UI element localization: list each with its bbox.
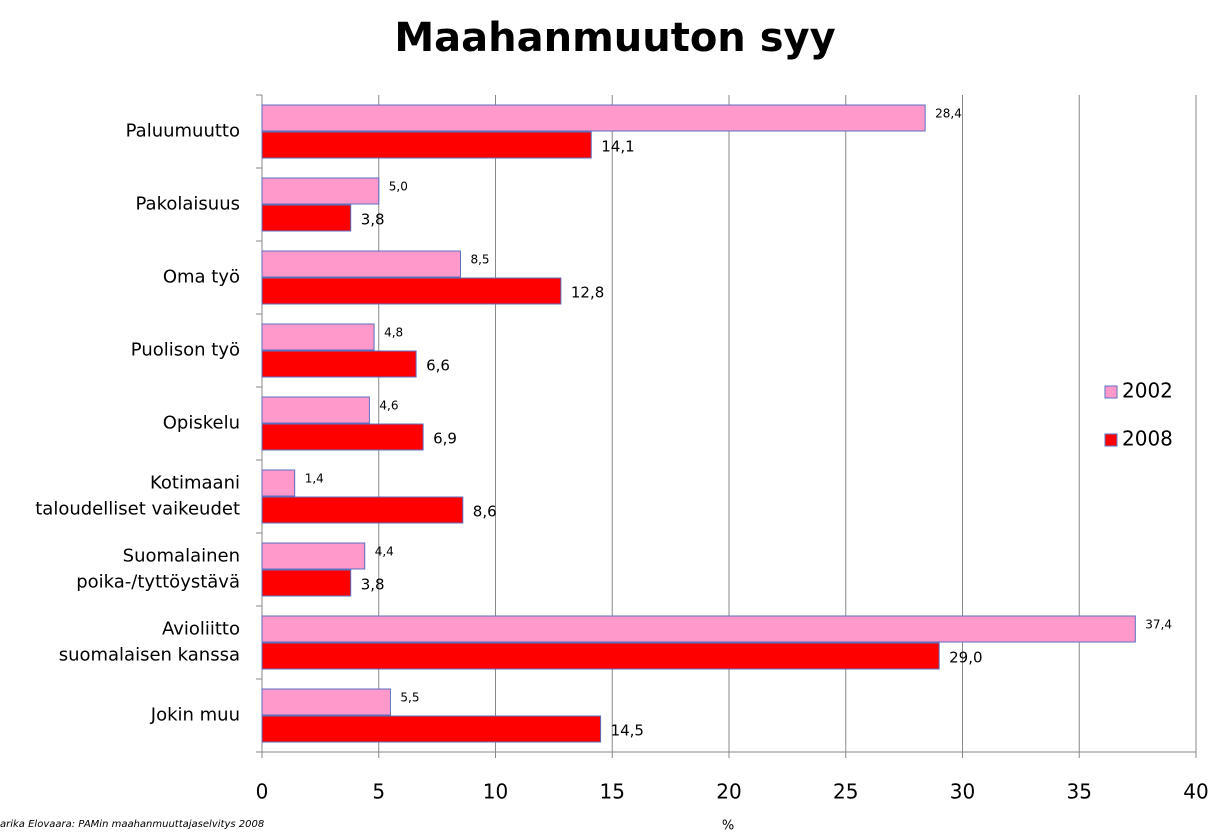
value-label: 12,8 xyxy=(571,284,604,302)
legend-swatch xyxy=(1104,433,1118,447)
x-tick-label: 40 xyxy=(1183,780,1208,804)
x-tick-label: 25 xyxy=(833,780,858,804)
value-label: 5,0 xyxy=(389,180,408,194)
value-label: 6,6 xyxy=(426,357,450,375)
value-label: 8,6 xyxy=(473,503,497,521)
x-tick-label: 0 xyxy=(256,780,269,804)
bar xyxy=(261,688,391,716)
value-label: 3,8 xyxy=(361,576,385,594)
bar xyxy=(261,569,352,597)
x-axis-label: % xyxy=(722,819,734,832)
value-label: 3,8 xyxy=(361,211,385,229)
bar xyxy=(261,642,940,670)
x-tick-label: 10 xyxy=(483,780,508,804)
y-tick-label: Pakolaisuus xyxy=(136,194,240,215)
source: arika Elovaara: PAMin maahanmuuttajaselv… xyxy=(0,819,264,830)
legend-label: 2008 xyxy=(1122,427,1173,451)
x-tick-label: 15 xyxy=(600,780,625,804)
value-label: 6,9 xyxy=(433,430,457,448)
value-label: 14,1 xyxy=(601,138,634,156)
value-label: 37,4 xyxy=(1145,618,1172,632)
y-tick-label: Opiskelu xyxy=(163,413,240,434)
bar xyxy=(261,204,352,232)
value-label: 8,5 xyxy=(470,253,489,267)
y-tick-label: Suomalainen poika-/tyttöystävä xyxy=(76,546,240,593)
value-label: 29,0 xyxy=(949,649,982,667)
y-tick-label: Paluumuutto xyxy=(126,121,240,142)
value-label: 4,4 xyxy=(375,545,394,559)
y-tick-label: Jokin muu xyxy=(150,705,240,726)
bar xyxy=(261,323,375,351)
bar xyxy=(261,496,464,524)
bar xyxy=(261,277,562,305)
x-tick-label: 35 xyxy=(1067,780,1092,804)
x-tick-label: 5 xyxy=(372,780,385,804)
value-label: 5,5 xyxy=(400,691,419,705)
bar xyxy=(261,177,380,205)
bar xyxy=(261,350,417,378)
value-label: 14,5 xyxy=(611,722,644,740)
bar xyxy=(261,104,926,132)
bar xyxy=(261,396,370,424)
bar xyxy=(261,715,602,743)
bar xyxy=(261,250,461,278)
y-tick-label: Kotimaani taloudelliset vaikeudet xyxy=(35,473,240,520)
y-tick-label: Oma työ xyxy=(163,267,240,288)
value-label: 4,6 xyxy=(379,399,398,413)
bar xyxy=(261,469,296,497)
legend-label: 2002 xyxy=(1122,379,1173,403)
value-label: 4,8 xyxy=(384,326,403,340)
x-tick-label: 30 xyxy=(950,780,975,804)
value-label: 28,4 xyxy=(935,107,962,121)
legend-swatch xyxy=(1104,385,1118,399)
chart-title: Maahanmuuton syy xyxy=(394,15,835,61)
value-label: 1,4 xyxy=(305,472,324,486)
bar xyxy=(261,615,1136,643)
x-tick-label: 20 xyxy=(716,780,741,804)
bar xyxy=(261,542,366,570)
bar xyxy=(261,423,424,451)
bar xyxy=(261,131,592,159)
y-tick-label: Avioliitto suomalaisen kanssa xyxy=(59,619,240,666)
y-tick-label: Puolison työ xyxy=(131,340,240,361)
